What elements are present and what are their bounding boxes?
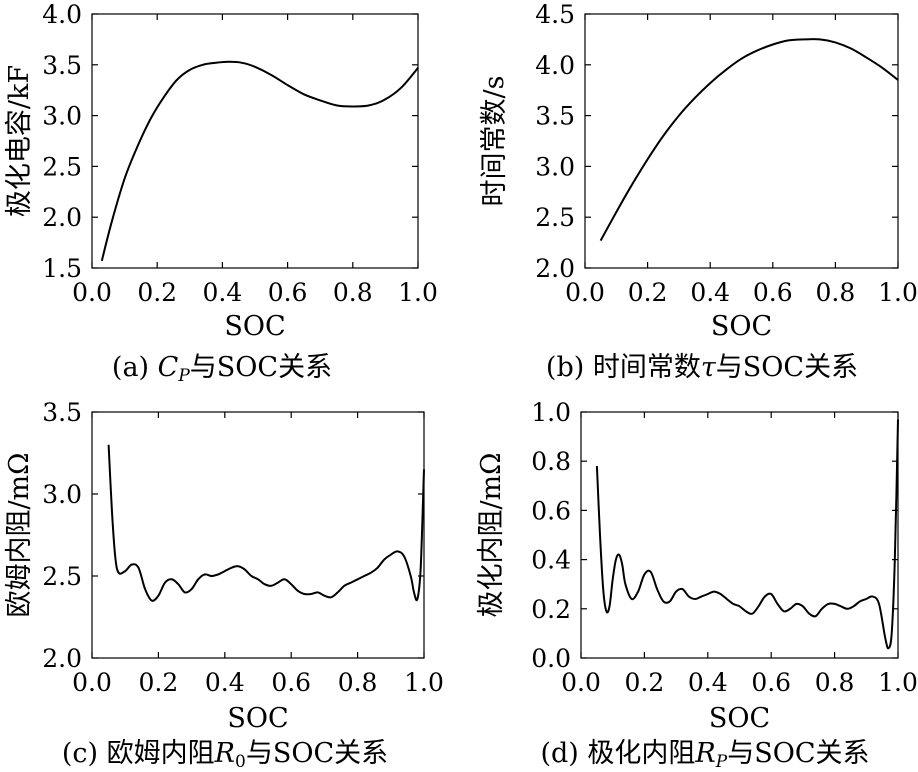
x-tick-label: 0.4 [690,278,730,307]
y-tick-label: 3.5 [535,102,575,131]
figure-caption: (c) 欧姆内阻R0与SOC关系 [62,738,388,772]
plot-frame [584,13,899,269]
y-axis-label: 极化内阻/mΩ [476,452,507,617]
x-tick-label: 0.2 [628,278,668,307]
series-line-0 [595,419,899,650]
x-tick-label: 0.6 [751,668,791,697]
chart-panel-3: 0.0 0.2 0.4 0.6 0.8 1.0 0.0 0.2 0.4 0.6 0.8 1.0 SOC 极… [476,398,918,772]
y-axis-label: 极化电容/kF [4,65,35,217]
y-tick-label: 3.5 [42,51,82,80]
caption-prefix: (a) [112,352,158,383]
x-tick-label: 1.0 [878,278,918,307]
y-tick-label: 4.5 [535,0,575,29]
figure-caption: (b) 时间常数τ与SOC关系 [546,352,858,383]
x-tick-label: 0.6 [268,278,308,307]
plot-frame [580,411,899,659]
y-tick-label: 4.0 [535,51,575,80]
caption-prefix: (d) 极化内阻 [540,738,695,769]
caption-subscript: P [715,752,728,772]
x-tick-label: 0.2 [137,278,177,307]
x-tick-label: 0.6 [753,278,793,307]
caption-prefix: (c) 欧姆内阻 [62,738,215,769]
x-tick-label: 0.8 [333,278,373,307]
series-line-0 [100,60,419,262]
series-line-0 [107,444,425,602]
x-tick-label: 1.0 [878,668,918,697]
y-axis-label: 时间常数/s [479,76,510,207]
caption-symbol: R [214,738,235,769]
x-axis-label: SOC [227,703,288,734]
x-tick-label: 0.4 [205,668,245,697]
plot-frame [91,13,419,269]
y-tick-label: 3.5 [42,398,82,427]
y-tick-label: 1.5 [42,254,82,283]
y-tick-label: 2.0 [535,254,575,283]
x-tick-label: 0.6 [271,668,311,697]
caption-suffix: 与SOC关系 [246,738,388,769]
y-tick-label: 0.8 [531,447,571,476]
x-tick-label: 0.0 [72,278,112,307]
y-tick-label: 2.5 [42,562,82,591]
caption-symbol: τ [701,352,717,383]
x-tick-label: 0.4 [203,278,243,307]
x-axis-label: SOC [709,703,770,734]
figure-caption: (d) 极化内阻RP与SOC关系 [540,738,869,772]
caption-suffix: 与SOC关系 [190,352,332,383]
y-tick-label: 2.5 [42,152,82,181]
x-tick-label: 1.0 [404,668,444,697]
x-tick-label: 0.4 [688,668,728,697]
caption-prefix: (b) 时间常数 [546,352,701,383]
caption-subscript: 0 [235,752,246,772]
y-tick-label: 4.0 [42,0,82,29]
chart-panel-1: 0.0 0.2 0.4 0.6 0.8 1.0 2.0 2.5 3.0 3.5 4.0 4.5 SOC 时… [479,0,918,383]
chart-panel-0: 0.0 0.2 0.4 0.6 0.8 1.0 1.5 2.0 2.5 3.0 3.5 4.0 SOC 极… [4,0,438,386]
y-tick-label: 2.0 [42,203,82,232]
figure-caption: (a) CP与SOC关系 [112,352,332,386]
x-axis-label: SOC [224,311,285,342]
caption-subscript: P [177,366,190,386]
x-tick-label: 0.8 [815,668,855,697]
y-tick-label: 0.4 [531,546,571,575]
y-tick-label: 3.0 [42,102,82,131]
x-tick-label: 1.0 [398,278,438,307]
x-tick-label: 0.2 [139,668,179,697]
x-tick-label: 0.0 [565,278,605,307]
caption-symbol: R [694,738,715,769]
y-tick-label: 0.6 [531,496,571,525]
x-tick-label: 0.0 [72,668,112,697]
y-tick-label: 2.5 [535,203,575,232]
x-tick-label: 0.8 [816,278,856,307]
x-tick-label: 0.0 [561,668,601,697]
caption-suffix: 与SOC关系 [727,738,869,769]
plot-frame [91,411,425,659]
y-tick-label: 0.2 [531,595,571,624]
x-tick-label: 0.2 [625,668,665,697]
y-tick-label: 0.0 [531,644,571,673]
caption-symbol: C [158,352,179,383]
y-tick-label: 2.0 [42,644,82,673]
y-tick-label: 3.0 [535,152,575,181]
y-axis-label: 欧姆内阻/mΩ [4,452,35,617]
x-axis-label: SOC [711,311,772,342]
series-line-0 [599,38,899,242]
caption-suffix: 与SOC关系 [716,352,858,383]
y-tick-label: 3.0 [42,480,82,509]
chart-panel-2: 0.0 0.2 0.4 0.6 0.8 1.0 2.0 2.5 3.0 3.5 SOC 欧姆内阻/mΩ… [4,398,444,772]
x-tick-label: 0.8 [338,668,378,697]
y-tick-label: 1.0 [531,398,571,427]
